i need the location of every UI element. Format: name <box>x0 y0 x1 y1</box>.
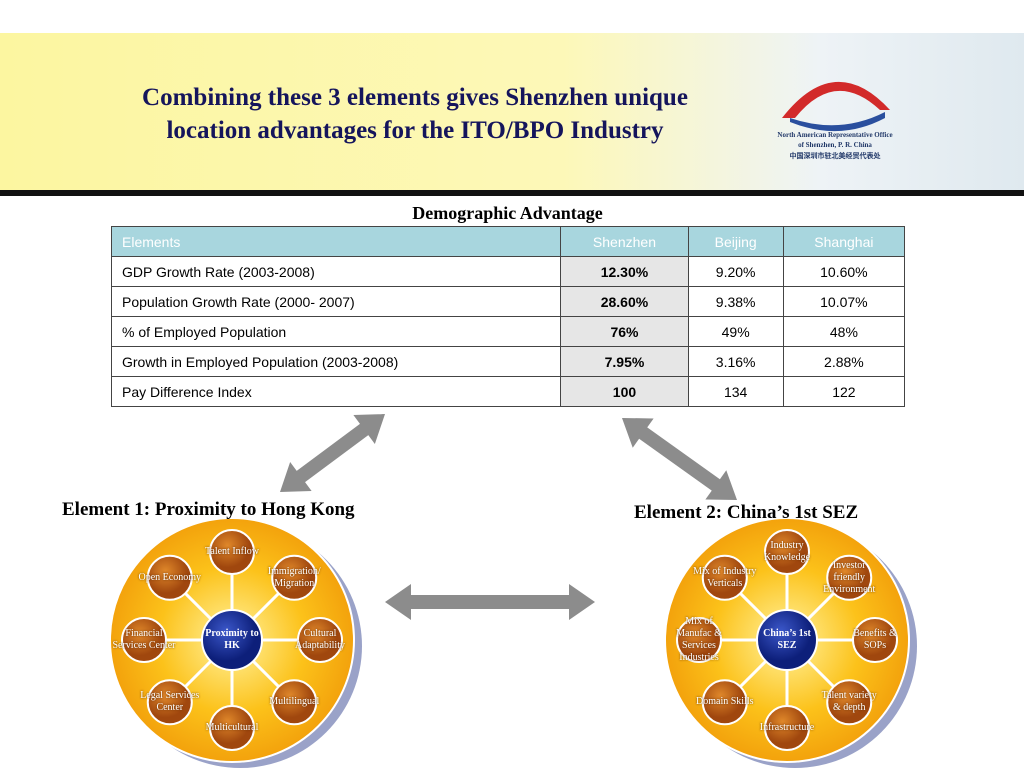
table-cell: Growth in Employed Population (2003-2008… <box>110 346 562 377</box>
node <box>764 705 810 751</box>
table-cell: 3.16% <box>687 346 784 377</box>
table-title: Demographic Advantage <box>412 203 603 223</box>
node-label: Legal Services Center <box>140 690 200 714</box>
node <box>271 679 318 726</box>
table-cell: 7.95% <box>560 346 689 377</box>
node-label: Industry Knowledge <box>763 540 811 563</box>
data-table: Elements Shenzhen Beijing Shanghai GDP Growt… <box>110 226 906 407</box>
node <box>701 554 748 601</box>
double-arrow <box>280 414 385 492</box>
node-label: Mix of Manufac & Services Industries <box>676 616 722 663</box>
table-cell: 10.60% <box>782 256 906 287</box>
node-label: Infrastructure <box>759 722 815 733</box>
node <box>826 554 873 601</box>
table-cell: 12.30% <box>560 256 689 287</box>
table-row: Population Growth Rate (2000- 2007) 28.60… <box>110 286 906 317</box>
table-row: Pay Difference Index 100 134 122 <box>110 376 906 407</box>
title-line: Combining these 3 elements gives Shenzhe… <box>142 84 688 111</box>
node-label: Open Economy <box>138 571 202 583</box>
table-cell: 2.88% <box>782 346 906 377</box>
center-label: Proximity to HK <box>205 627 259 652</box>
column-header: Shenzhen <box>560 226 689 257</box>
node <box>676 617 722 663</box>
table-row: GDP Growth Rate (2003-2008) 12.30% 9.20% 10… <box>110 256 906 287</box>
node <box>852 617 898 663</box>
column-header: Beijing <box>687 226 784 257</box>
node-label: Mix of Industry Verticals <box>693 565 757 589</box>
table-row: Growth in Employed Population (2003-2008… <box>110 346 906 377</box>
table-cell: GDP Growth Rate (2003-2008) <box>110 256 562 287</box>
table-cell: % of Employed Population <box>110 316 562 347</box>
element-title: Element 1: Proximity to Hong Kong <box>62 499 355 520</box>
node-label: Talent Inflow <box>204 546 259 557</box>
node <box>146 679 193 726</box>
node-label: Investor friendly Environment <box>823 559 876 595</box>
node-label: Multilingual <box>269 696 320 708</box>
element-title: Element 2: China’s 1st SEZ <box>634 502 859 523</box>
node <box>297 617 343 663</box>
table-cell: 76% <box>560 316 689 347</box>
table-cell: 100 <box>560 376 689 407</box>
node <box>764 529 810 575</box>
node-label: Benefits & SOPs <box>853 628 897 651</box>
node <box>209 705 255 751</box>
table-cell: 134 <box>687 376 784 407</box>
node <box>826 679 873 726</box>
node-label: Cultural Adaptability <box>295 628 345 651</box>
node-label: Financial Services Center <box>112 628 176 651</box>
node-label: Domain Skills <box>696 696 754 708</box>
node-label: Multicultural <box>205 722 259 733</box>
node-label: Talent variety & depth <box>821 690 877 714</box>
logo-text: of Shenzhen, P. R. China <box>798 141 872 149</box>
header-row: Elements Shenzhen Beijing Shanghai <box>110 226 906 257</box>
logo-arc <box>782 81 890 118</box>
table-cell: Pay Difference Index <box>110 376 562 407</box>
table-cell: 28.60% <box>560 286 689 317</box>
node <box>121 617 167 663</box>
table-cell: 48% <box>782 316 906 347</box>
center-node <box>201 609 263 671</box>
logo-text: 中国深圳市驻北美经贸代表处 <box>789 152 881 160</box>
logo-arc <box>790 112 885 132</box>
table-cell: 10.07% <box>782 286 906 317</box>
logo-text: North American Representative Office <box>777 131 893 139</box>
column-header: Shanghai <box>782 226 906 257</box>
table-cell: 9.38% <box>687 286 784 317</box>
title-line: location advantages for the ITO/BPO Indu… <box>166 117 664 144</box>
node <box>701 679 748 726</box>
table-cell: 49% <box>687 316 784 347</box>
table-row: % of Employed Population 76% 49% 48% <box>110 316 906 347</box>
table-cell: Population Growth Rate (2000- 2007) <box>110 286 562 317</box>
header-rule <box>0 190 1024 196</box>
node <box>146 554 193 601</box>
header-band <box>0 33 1024 190</box>
table-cell: 122 <box>782 376 906 407</box>
double-arrow <box>385 584 595 620</box>
center-node <box>756 609 818 671</box>
node <box>209 529 255 575</box>
node <box>271 554 318 601</box>
column-header: Elements <box>110 226 562 257</box>
center-label: China’s 1st SEZ <box>763 627 811 652</box>
double-arrow <box>622 418 737 500</box>
table-cell: 9.20% <box>687 256 784 287</box>
node-label: Immigration/ Migration <box>267 565 321 589</box>
